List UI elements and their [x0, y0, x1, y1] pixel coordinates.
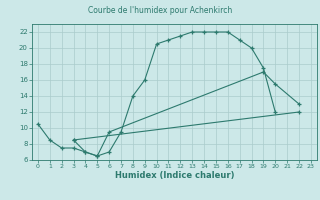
- Text: Courbe de l'humidex pour Achenkirch: Courbe de l'humidex pour Achenkirch: [88, 6, 232, 15]
- X-axis label: Humidex (Indice chaleur): Humidex (Indice chaleur): [115, 171, 234, 180]
